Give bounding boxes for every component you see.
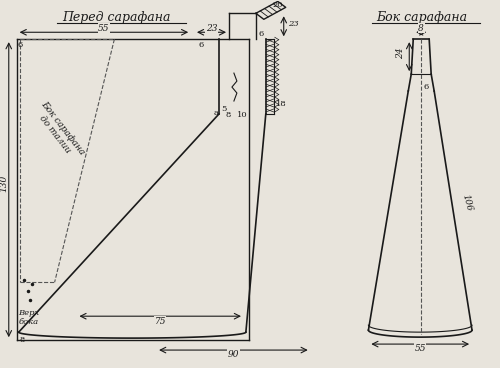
Text: 6: 6 xyxy=(259,30,264,38)
Text: 8: 8 xyxy=(226,111,232,119)
Text: 8: 8 xyxy=(20,336,25,344)
Text: 18: 18 xyxy=(276,100,286,108)
Text: 55: 55 xyxy=(98,24,110,33)
Text: 130: 130 xyxy=(0,174,8,192)
Text: Перед сарафана: Перед сарафана xyxy=(62,11,170,24)
Text: 20: 20 xyxy=(272,1,283,9)
Text: Бок сарафана
до талии: Бок сарафана до талии xyxy=(31,99,86,163)
Text: 23: 23 xyxy=(206,24,218,33)
Text: 5: 5 xyxy=(221,105,226,113)
Text: a: a xyxy=(214,109,219,117)
Text: 10: 10 xyxy=(237,111,248,119)
Text: 6: 6 xyxy=(198,41,203,49)
Text: Верх
бока: Верх бока xyxy=(18,309,39,326)
Text: 24: 24 xyxy=(396,48,405,59)
Text: 55: 55 xyxy=(414,344,426,353)
Text: Бок сарафана: Бок сарафана xyxy=(376,11,468,24)
Text: 6: 6 xyxy=(423,83,428,91)
Text: 23: 23 xyxy=(288,20,298,28)
Text: 75: 75 xyxy=(154,317,166,326)
Text: 8: 8 xyxy=(418,24,424,33)
Text: 90: 90 xyxy=(228,350,239,358)
Text: 6: 6 xyxy=(18,41,23,49)
Text: 106: 106 xyxy=(460,194,473,213)
